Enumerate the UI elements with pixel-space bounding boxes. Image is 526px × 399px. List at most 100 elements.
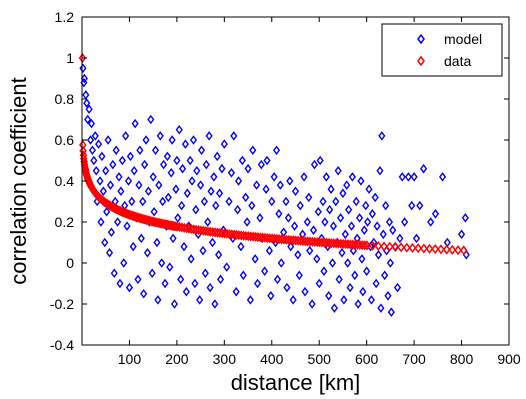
y-tick-label: 0.6 [55, 132, 75, 148]
model-point [253, 180, 261, 190]
data-point [235, 230, 243, 241]
data-point [391, 241, 400, 253]
model-point [211, 299, 219, 309]
model-point [216, 274, 225, 285]
model-point [196, 295, 204, 305]
data-point [448, 244, 457, 255]
model-point [178, 200, 186, 211]
model-point [404, 172, 412, 182]
model-point [90, 155, 98, 166]
model-point [291, 186, 300, 197]
model-point [347, 221, 356, 231]
model-point [186, 155, 194, 166]
model-point [204, 217, 212, 227]
model-point [189, 135, 198, 145]
model-point [225, 196, 233, 207]
data-point [420, 243, 428, 254]
model-point [107, 227, 115, 238]
model-point [166, 262, 174, 272]
model-point [320, 266, 328, 276]
data-point [318, 237, 326, 248]
model-point [295, 270, 303, 281]
model-point [286, 176, 294, 186]
model-point [161, 278, 169, 289]
data-point [211, 227, 219, 238]
model-point [97, 217, 105, 227]
model-point [371, 192, 379, 203]
legend-label-model: model [444, 31, 482, 47]
model-point [199, 245, 207, 256]
model-point [242, 192, 250, 203]
data-point [242, 230, 250, 242]
legend-marker-model [417, 33, 425, 45]
model-point [106, 180, 115, 190]
model-point [215, 250, 223, 260]
model-point [289, 295, 297, 305]
x-tick-label: 300 [213, 351, 237, 367]
model-point [128, 196, 136, 207]
data-point [79, 139, 87, 151]
model-point [150, 206, 158, 217]
model-point [160, 159, 168, 170]
model-point [105, 247, 114, 258]
model-point [85, 104, 93, 115]
x-tick-label: 800 [450, 351, 474, 367]
model-point [86, 135, 95, 145]
data-point [403, 242, 411, 253]
model-point [322, 172, 330, 182]
model-point [169, 233, 177, 244]
model-point [439, 172, 447, 182]
model-point [114, 217, 122, 227]
model-point [232, 286, 240, 297]
model-point [197, 180, 205, 190]
model-point [131, 118, 139, 129]
data-point [254, 232, 262, 243]
model-point [115, 172, 123, 182]
model-point [130, 165, 138, 176]
model-point [103, 206, 111, 217]
model-point [153, 237, 161, 248]
model-point [173, 155, 181, 166]
model-point [216, 188, 224, 199]
model-point [200, 196, 208, 207]
model-point [365, 184, 373, 194]
data-point [244, 231, 253, 242]
data-point [374, 241, 383, 252]
model-point [205, 131, 213, 141]
data-point [334, 238, 343, 249]
model-point [156, 131, 164, 141]
data-point [218, 228, 227, 239]
model-point [149, 172, 157, 182]
model-point [359, 286, 367, 297]
data-point [385, 241, 394, 252]
model-point [110, 268, 118, 279]
legend-label-data: data [444, 53, 471, 69]
data-point [213, 227, 222, 238]
model-point [155, 180, 163, 190]
model-point [201, 268, 209, 279]
model-point [91, 131, 99, 141]
data-point [223, 228, 231, 239]
model-point [328, 258, 337, 268]
model-point [327, 184, 335, 194]
model-point [326, 204, 334, 215]
data-point [216, 227, 224, 239]
y-tick-label: 1 [66, 50, 74, 66]
model-point [265, 245, 273, 256]
model-point [256, 213, 264, 223]
model-point [340, 295, 348, 305]
model-point [314, 206, 322, 217]
data-point [206, 226, 215, 237]
model-point [142, 135, 150, 145]
data-point [192, 224, 200, 235]
model-point [261, 266, 269, 276]
data-point [313, 237, 321, 248]
model-point [355, 213, 364, 223]
model-point [306, 245, 314, 256]
data-point [351, 239, 359, 250]
model-point [177, 274, 185, 285]
model-point [183, 188, 191, 199]
data-point [299, 236, 307, 247]
model-point [234, 204, 242, 215]
data-point [414, 243, 422, 254]
